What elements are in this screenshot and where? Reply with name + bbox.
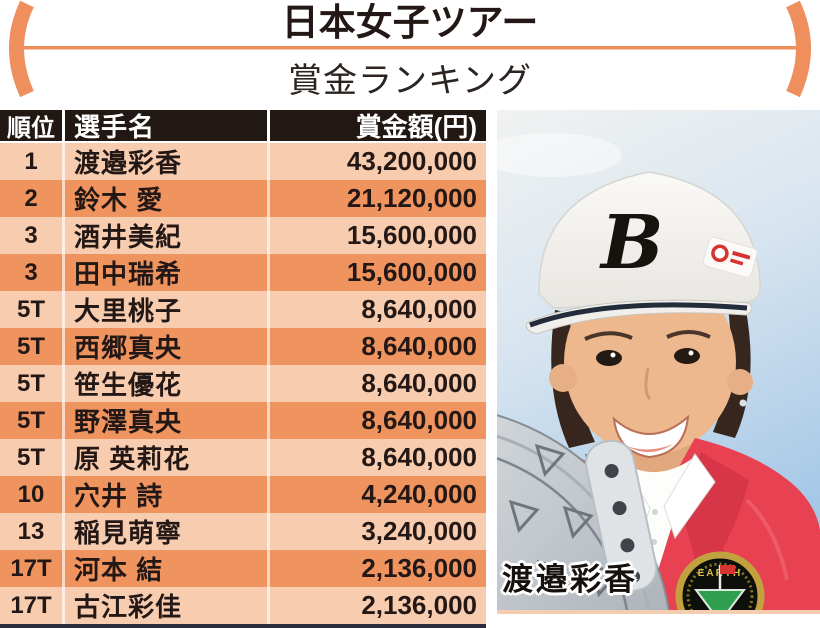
player-name-cell: 稲見萌寧 xyxy=(62,513,267,550)
rank-cell: 13 xyxy=(17,517,45,545)
player-name-cell: 河本 結 xyxy=(62,550,267,587)
cloud xyxy=(497,133,622,177)
rank-cell: 5T xyxy=(16,406,45,434)
table-row: 2 鈴木 愛 21,120,000 xyxy=(0,180,486,217)
player-name-cell: 大里桃子 xyxy=(62,291,267,328)
player-name-cell: 酒井美紀 xyxy=(62,217,267,254)
cap-brim xyxy=(526,299,753,335)
player-name-cell: 渡邉彩香 xyxy=(62,143,267,180)
table-row: 3 田中瑞希 15,600,000 xyxy=(0,254,486,291)
amount-cell: 4,240,000 xyxy=(267,476,486,513)
ear xyxy=(727,369,753,395)
ranking-table: 順位 選手名 賞金額(円) 1 渡邉彩香 43,200,000 2 鈴木 愛 2… xyxy=(0,110,486,628)
player-name-cell: 穴井 詩 xyxy=(62,476,267,513)
photo-caption: 渡邉彩香 xyxy=(502,562,638,597)
table-header-row: 順位 選手名 賞金額(円) xyxy=(0,110,486,143)
amount-cell: 8,640,000 xyxy=(267,439,486,476)
player-name-cell: 古江彩佳 xyxy=(62,587,267,624)
eyebrow xyxy=(584,331,633,341)
player-photo-illustration: B xyxy=(497,110,820,614)
amount-cell: 8,640,000 xyxy=(267,328,486,365)
trophy-plate xyxy=(585,439,658,593)
amount-cell: 21,120,000 xyxy=(267,180,486,217)
amount-cell: 8,640,000 xyxy=(267,402,486,439)
player-name-cell: 笹生優花 xyxy=(62,365,267,402)
jacket-emblem: EARTH xyxy=(675,551,765,614)
table-row: 10 穴井 詩 4,240,000 xyxy=(0,476,486,513)
column-header-amount: 賞金額(円) xyxy=(267,110,486,142)
player-name-cell: 野澤真央 xyxy=(62,402,267,439)
divider-line xyxy=(21,46,799,50)
rank-cell: 17T xyxy=(10,591,52,619)
bracket-decoration xyxy=(9,0,811,98)
table-row: 1 渡邉彩香 43,200,000 xyxy=(0,143,486,180)
amount-cell: 8,640,000 xyxy=(267,291,486,328)
rank-cell: 3 xyxy=(24,258,38,286)
player-name-cell: 鈴木 愛 xyxy=(62,180,267,217)
table-row: 17T 古江彩佳 2,136,000 xyxy=(0,587,486,624)
cap: B xyxy=(526,171,761,335)
nose xyxy=(644,367,652,401)
column-header-player: 選手名 xyxy=(62,110,267,142)
table-row: 5T 笹生優花 8,640,000 xyxy=(0,365,486,402)
eye xyxy=(674,348,700,364)
ear xyxy=(549,364,577,392)
table-bottom-border xyxy=(0,624,486,628)
amount-cell: 8,640,000 xyxy=(267,365,486,402)
table-row: 5T 野澤真央 8,640,000 xyxy=(0,402,486,439)
rank-cell: 5T xyxy=(16,295,45,323)
table-row: 5T 原 英莉花 8,640,000 xyxy=(0,439,486,476)
trophy xyxy=(497,414,671,614)
player-name-cell: 原 英莉花 xyxy=(62,439,267,476)
player-photo: B xyxy=(497,110,820,614)
rank-cell: 5T xyxy=(16,369,45,397)
column-header-rank: 順位 xyxy=(7,115,55,142)
player-name-cell: 田中瑞希 xyxy=(62,254,267,291)
rank-cell: 5T xyxy=(16,443,45,471)
shirt-collar xyxy=(663,453,716,540)
amount-cell: 15,600,000 xyxy=(267,217,486,254)
table-row: 3 酒井美紀 15,600,000 xyxy=(0,217,486,254)
page-subtitle: 賞金ランキング xyxy=(288,62,532,100)
amount-cell: 3,240,000 xyxy=(267,513,486,550)
eyebrow xyxy=(666,330,711,339)
amount-cell: 15,600,000 xyxy=(267,254,486,291)
earring xyxy=(739,399,747,407)
masthead: 日本女子ツアー 賞金ランキング xyxy=(0,0,820,108)
photo-bottom-strip xyxy=(497,610,820,614)
amount-cell: 43,200,000 xyxy=(267,143,486,180)
right-bracket-icon xyxy=(786,0,811,98)
rank-cell: 5T xyxy=(16,332,45,360)
table-row: 5T 西郷真央 8,640,000 xyxy=(0,328,486,365)
emblem-flag xyxy=(720,565,735,574)
page-title: 日本女子ツアー xyxy=(281,2,539,43)
cap-logo: B xyxy=(599,200,664,286)
table-row: 5T 大里桃子 8,640,000 xyxy=(0,291,486,328)
amount-cell: 2,136,000 xyxy=(267,587,486,624)
left-bracket-icon xyxy=(9,0,34,98)
cap-sponsor-patch xyxy=(702,236,758,278)
rank-cell: 17T xyxy=(10,554,52,582)
amount-cell: 2,136,000 xyxy=(267,550,486,587)
rank-cell: 10 xyxy=(17,480,45,508)
table-body: 1 渡邉彩香 43,200,000 2 鈴木 愛 21,120,000 3 酒井… xyxy=(0,143,486,624)
rank-cell: 2 xyxy=(24,184,38,212)
table-row: 17T 河本 結 2,136,000 xyxy=(0,550,486,587)
table-row: 13 稲見萌寧 3,240,000 xyxy=(0,513,486,550)
player-name-cell: 西郷真央 xyxy=(62,328,267,365)
cap-brim-edge xyxy=(529,302,748,328)
rank-cell: 1 xyxy=(24,147,38,175)
eye xyxy=(596,350,622,366)
rank-cell: 3 xyxy=(24,221,38,249)
